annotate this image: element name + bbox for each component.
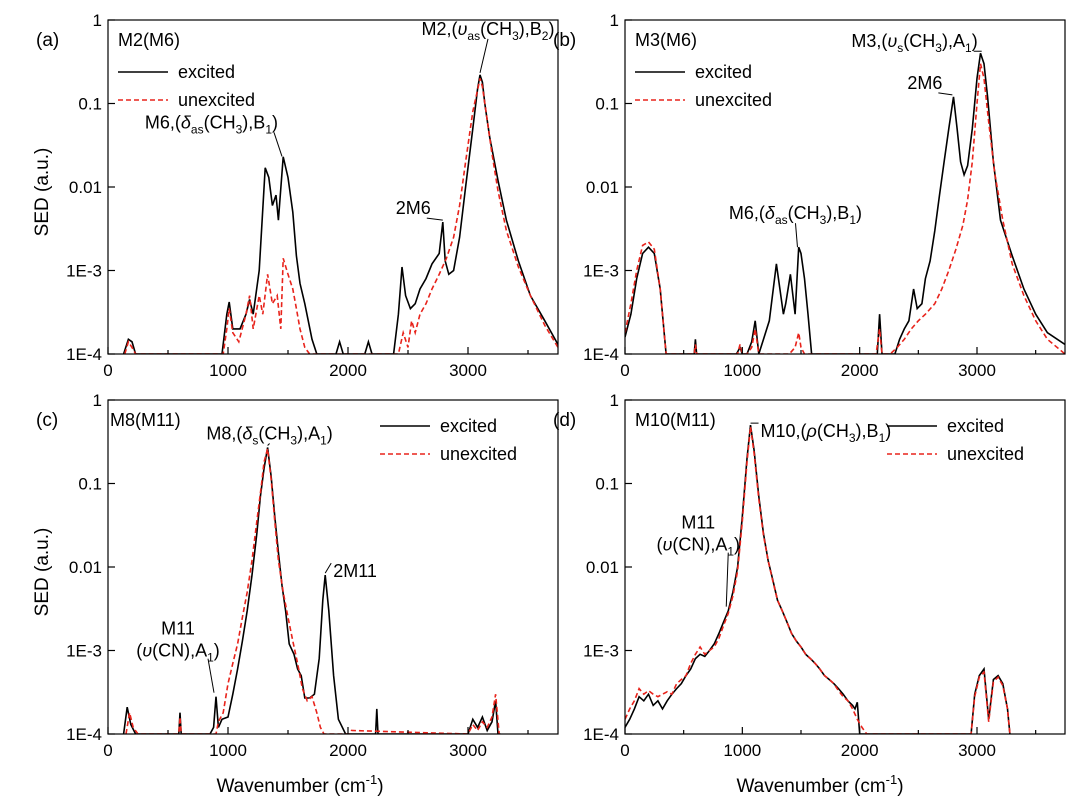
annotation-label: M6,(δas(CH3),B1) [729,203,862,227]
y-tick-label: 0.1 [78,95,102,114]
y-tick-label: 1E-4 [583,725,619,744]
annotation-label: 2M11 [333,561,377,581]
unexcited-series-line [124,78,558,354]
unexcited-series-line [625,426,1011,734]
legend-label: excited [440,416,497,436]
annotation-label: 2M6 [907,73,942,93]
x-tick-label: 1000 [209,361,247,380]
annotation-arrow [725,552,729,607]
y-tick-label: 1 [93,11,102,30]
plot-frame [624,19,1066,355]
x-tick-label: 3000 [958,361,996,380]
annotation-arrow [479,38,489,74]
panel-letter: (a) [36,30,59,51]
chart-panel: 0 1000 2000 3000 1E-4 1E-3 0.01 0.1 1 (a) M2(M6) ex… [36,11,559,380]
y-tick-label: 0.01 [69,178,102,197]
y-axis-title-top: SED (a.u.) [32,148,53,237]
x-tick-label: 3000 [958,741,996,760]
annotation-arrow [794,223,798,248]
x-tick-label: 1000 [209,741,247,760]
y-tick-label: 1E-3 [66,262,102,281]
x-tick-label: 1000 [723,741,761,760]
annotation-label: 2M6 [396,198,431,218]
annotation-label: (υ(CN),A1) [136,641,220,665]
x-tick-label: 2000 [329,361,367,380]
y-tick-label: 1E-4 [66,345,102,364]
panel-title: M8(M11) [110,410,181,430]
y-tick-label: 0.01 [586,558,619,577]
legend-label: excited [695,62,752,82]
x-tick-label: 2000 [841,741,879,760]
annotation-arrow [324,562,332,574]
annotation-label: M11 [161,619,195,639]
y-axis-title-bottom: SED (a.u.) [32,528,53,617]
unexcited-series-line [625,63,1065,354]
y-tick-label: 0.01 [586,178,619,197]
annotation-label: M8,(δs(CH3),A1) [206,423,332,447]
x-tick-label: 2000 [841,361,879,380]
panel-letter: (b) [553,30,576,51]
legend-label: excited [947,416,1004,436]
x-tick-label: 0 [620,741,629,760]
legend-label: unexcited [440,444,517,464]
y-tick-label: 1 [610,11,619,30]
x-tick-label: 0 [103,361,112,380]
x-tick-label: 3000 [449,741,487,760]
y-tick-label: 1 [610,391,619,410]
y-tick-label: 1E-3 [583,262,619,281]
legend-label: unexcited [178,90,255,110]
x-tick-label: 0 [620,361,629,380]
unexcited-series-line [125,448,500,734]
x-tick-label: 1000 [723,361,761,380]
panel-letter: (c) [36,410,58,431]
excited-series-line [122,447,501,734]
annotation-label: M3,(υs(CH3),A1) [851,31,977,55]
y-tick-label: 0.1 [595,95,619,114]
annotation-label: M2,(υas(CH3),B2) [422,19,555,43]
y-tick-label: 0.01 [69,558,102,577]
annotation-arrow [938,92,953,96]
panel-title: M2(M6) [118,30,180,50]
y-tick-label: 1E-3 [583,642,619,661]
annotation-label: M10,(ρ(CH3),B1) [761,421,892,445]
annotation-arrow [207,658,215,693]
chart-panel: 0 1000 2000 3000 1E-4 1E-3 0.01 0.1 1 (d) M10(M11)… [553,391,1066,760]
legend-label: unexcited [695,90,772,110]
x-tick-label: 2000 [329,741,367,760]
x-axis-title-right: Wavenumber (cm-1) [736,772,903,797]
x-tick-label: 3000 [449,361,487,380]
annotation-arrow [273,132,283,157]
panel-letter: (d) [553,410,576,431]
annotation-label: M11 [681,513,715,533]
y-tick-label: 1 [93,391,102,410]
chart-panel: 0 1000 2000 3000 1E-4 1E-3 0.01 0.1 1 (c) M8(M11) e… [36,391,559,760]
panel-title: M3(M6) [635,30,697,50]
y-tick-label: 0.1 [78,475,102,494]
x-axis-title-left: Wavenumber (cm-1) [216,772,383,797]
y-tick-label: 1E-4 [66,725,102,744]
chart-panel: 0 1000 2000 3000 1E-4 1E-3 0.01 0.1 1 (b) M3(M6) ex… [553,11,1066,380]
plot-frame [107,19,559,355]
annotation-arrow [267,443,270,446]
panel-title: M10(M11) [635,410,716,430]
y-tick-label: 0.1 [595,475,619,494]
annotation-label: (υ(CN),A1) [656,535,740,559]
excited-series-line [625,52,1065,354]
annotation-label: M6,(δas(CH3),B1) [145,112,278,136]
legend-label: excited [178,62,235,82]
y-tick-label: 1E-3 [66,642,102,661]
annotation-arrow [426,217,443,221]
y-tick-label: 1E-4 [583,345,619,364]
legend-label: unexcited [947,444,1024,464]
x-tick-label: 0 [103,741,112,760]
excited-series-line [625,424,1011,734]
